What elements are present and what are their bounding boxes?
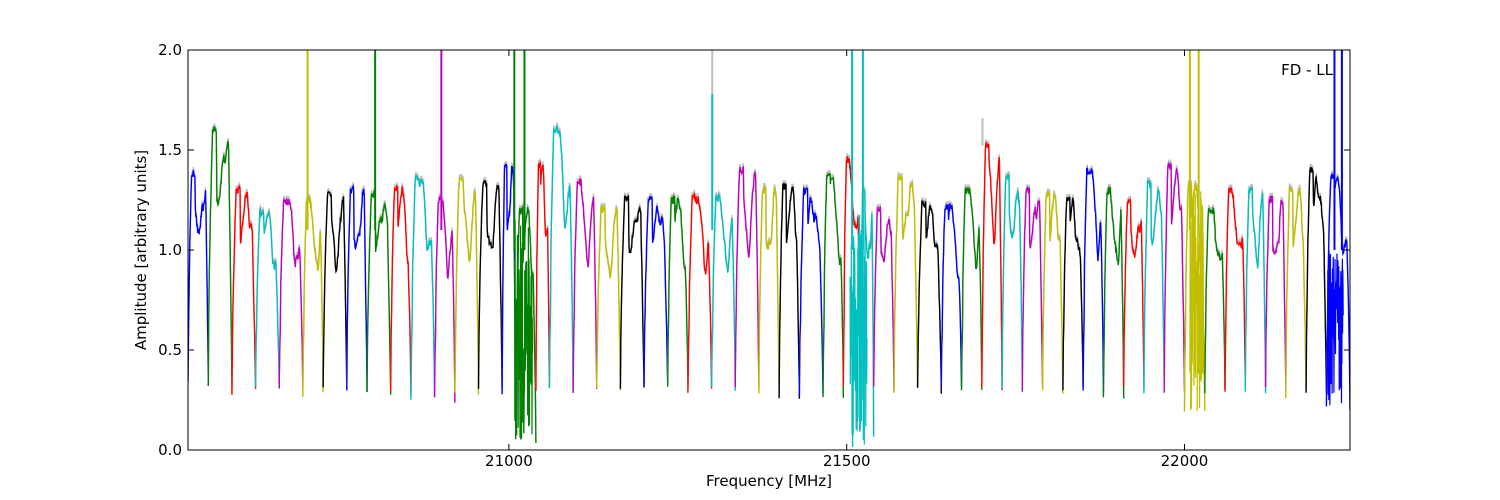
x-axis-label: Frequency [MHz] bbox=[706, 472, 832, 490]
rfi-region-0 bbox=[513, 220, 534, 440]
bandpass-window-35 bbox=[940, 202, 963, 388]
tick-layer: 21000 21500 22000 0.0 0.5 1.0 1.5 2.0 bbox=[158, 41, 1350, 470]
bandpass-window-46 bbox=[1163, 162, 1186, 393]
bandpass-window-11 bbox=[433, 196, 456, 403]
bandpass-window-12 bbox=[454, 176, 480, 395]
bandpass-window-36 bbox=[960, 186, 983, 391]
bandpass-window-9 bbox=[390, 184, 412, 396]
bandpass-window-53 bbox=[1305, 166, 1328, 393]
bandpass-window-22 bbox=[667, 194, 689, 387]
bandpass-window-1 bbox=[207, 126, 233, 388]
bandpass-window-32 bbox=[873, 206, 895, 392]
y-tick-label-3: 1.5 bbox=[158, 141, 182, 159]
bandpass-window-2 bbox=[231, 184, 257, 395]
bandpass-window-40 bbox=[1041, 191, 1064, 394]
bandpass-window-34 bbox=[916, 200, 942, 394]
bandpass-window-10 bbox=[410, 174, 436, 400]
bandpass-window-16 bbox=[535, 160, 551, 392]
bandpass-window-33 bbox=[893, 174, 919, 393]
bandpass-window-49 bbox=[1224, 187, 1246, 392]
x-tick-label-1: 21500 bbox=[823, 452, 871, 470]
bandpass-window-18 bbox=[572, 178, 598, 394]
bandpass-window-24 bbox=[710, 192, 736, 391]
rfi-region-3 bbox=[1327, 250, 1344, 406]
y-tick-label-2: 1.0 bbox=[158, 241, 182, 259]
y-tick-label-1: 0.5 bbox=[158, 341, 182, 359]
bandpass-window-3 bbox=[254, 206, 280, 389]
bandpass-window-17 bbox=[548, 124, 574, 392]
bandpass-window-39 bbox=[1021, 186, 1044, 391]
bandpass-window-19 bbox=[596, 205, 622, 391]
bandpass-window-45 bbox=[1143, 180, 1165, 394]
y-axis-label: Amplitude [arbitrary units] bbox=[132, 150, 150, 350]
bandpass-window-4 bbox=[278, 198, 304, 390]
bandpass-window-50 bbox=[1244, 185, 1267, 394]
bandpass-window-8 bbox=[366, 190, 392, 395]
bandpass-window-27 bbox=[778, 183, 801, 399]
rfi-region-2 bbox=[1189, 190, 1205, 412]
bandpass-window-51 bbox=[1264, 195, 1287, 388]
bandpass-window-28 bbox=[798, 186, 824, 397]
x-tick-label-2: 22000 bbox=[1161, 452, 1209, 470]
bandpass-window-42 bbox=[1082, 167, 1105, 393]
bandpass-window-44 bbox=[1122, 197, 1145, 389]
series-layer bbox=[188, 50, 1350, 448]
annotation-label: FD - LL bbox=[1281, 61, 1333, 79]
bandpass-window-38 bbox=[1001, 173, 1023, 393]
bandpass-window-21 bbox=[643, 196, 669, 386]
y-tick-label-4: 2.0 bbox=[158, 41, 182, 59]
y-tick-label-0: 0.0 bbox=[158, 441, 182, 459]
bandpass-window-41 bbox=[1062, 196, 1084, 391]
bandpass-window-15 bbox=[515, 205, 537, 444]
bandpass-window-20 bbox=[619, 194, 645, 389]
bandpass-window-0 bbox=[188, 169, 209, 386]
bandpass-window-52 bbox=[1285, 186, 1307, 399]
bandpass-window-13 bbox=[477, 180, 503, 390]
x-tick-label-0: 21000 bbox=[485, 452, 533, 470]
bandpass-window-29 bbox=[822, 172, 844, 398]
bandpass-window-25 bbox=[734, 166, 760, 389]
rfi-region-1 bbox=[849, 213, 868, 448]
bandpass-window-23 bbox=[687, 191, 713, 393]
bandpass-window-43 bbox=[1102, 186, 1125, 399]
bandpass-window-5 bbox=[302, 197, 324, 397]
bandpass-window-6 bbox=[322, 190, 348, 389]
bandpass-window-37 bbox=[981, 142, 1003, 391]
bandpass-window-54 bbox=[1325, 172, 1350, 411]
bandpass-window-7 bbox=[346, 184, 368, 392]
bandpass-window-48 bbox=[1204, 206, 1226, 394]
bandpass-window-26 bbox=[758, 185, 780, 394]
